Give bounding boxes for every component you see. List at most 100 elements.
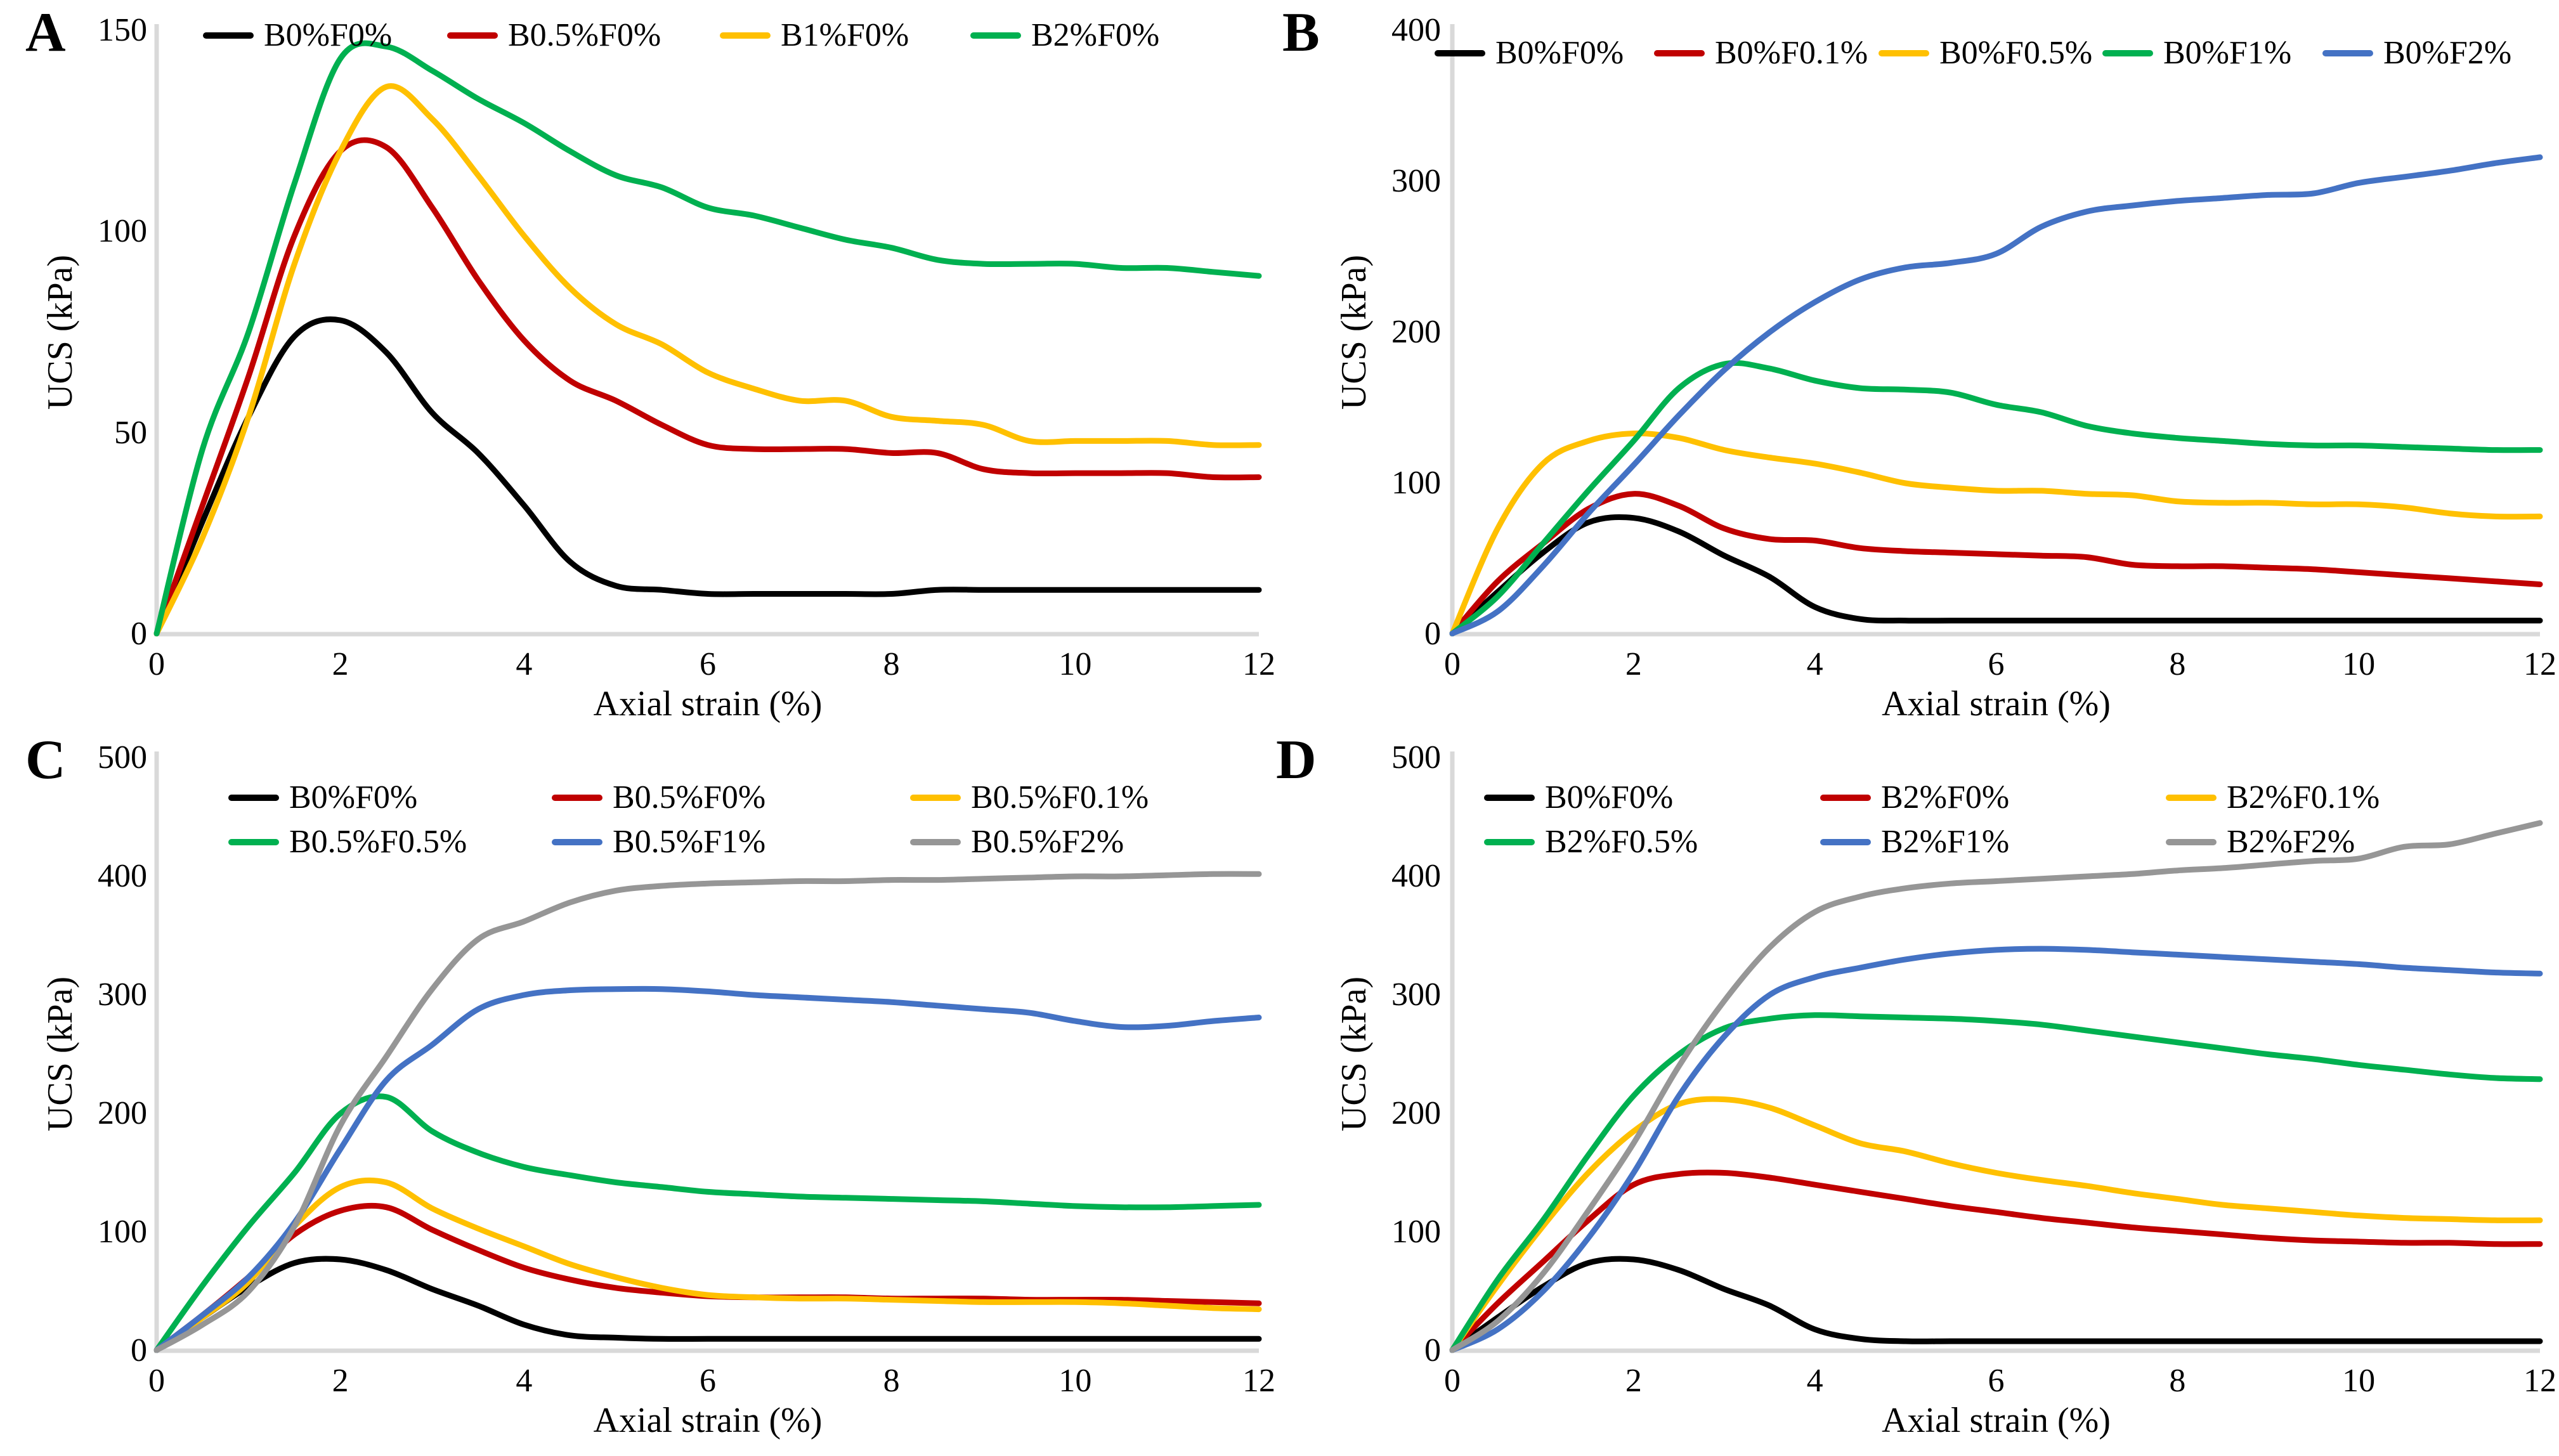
y-tick-label-300-panel-D: 300 (1391, 977, 1441, 1013)
legend-label-B2%F0%-panel-A: B2%F0% (1031, 17, 1160, 53)
series-line-B0.5%F0%-panel-C (153, 1202, 1262, 1353)
legend-item-B2%F0.5%-panel-D: B2%F0.5% (1484, 826, 1698, 859)
x-tick-label-6-panel-D: 6 (1988, 1363, 2005, 1399)
series-line-B0%F0.5%-panel-B (1449, 430, 2543, 637)
legend-swatch-B2%F0%-panel-A (970, 32, 1021, 39)
legend-label-B0.5%F0%-panel-A: B0.5%F0% (508, 17, 661, 53)
x-tick-label-2-panel-B: 2 (1625, 646, 1642, 682)
legend-item-B2%F1%-panel-D: B2%F1% (1820, 826, 2009, 859)
legend-label-B0%F1%-panel-B: B0%F1% (2163, 35, 2292, 71)
series-line-B0%F0%-panel-A (153, 316, 1262, 637)
series-line-B2%F0%-panel-A (153, 40, 1262, 637)
x-tick-label-10-panel-B: 10 (2342, 646, 2376, 682)
x-tick-label-8-panel-B: 8 (2169, 646, 2186, 682)
x-tick-label-10-panel-A: 10 (1058, 646, 1092, 682)
x-tick-label-2-panel-D: 2 (1625, 1363, 1642, 1399)
legend-item-B2%F0.1%-panel-D: B2%F0.1% (2166, 781, 2380, 814)
y-tick-label-0-panel-C: 0 (131, 1332, 147, 1368)
x-tick-label-8-panel-D: 8 (2169, 1363, 2186, 1399)
y-tick-label-100-panel-D: 100 (1391, 1214, 1441, 1250)
y-tick-label-0-panel-D: 0 (1424, 1332, 1441, 1368)
x-tick-label-2-panel-A: 2 (332, 646, 349, 682)
x-tick-label-0-panel-C: 0 (148, 1363, 165, 1399)
legend-item-B0%F2%-panel-B: B0%F2% (2322, 37, 2511, 70)
y-tick-label-200-panel-B: 200 (1391, 314, 1441, 350)
y-axis-title-panel-B: UCS (kPa) (1334, 254, 1374, 410)
legend-label-B2%F2%-panel-D: B2%F2% (2227, 824, 2355, 860)
legend-swatch-B2%F0.5%-panel-D (1484, 839, 1535, 845)
x-tick-label-4-panel-B: 4 (1806, 646, 1823, 682)
legend-item-B1%F0%-panel-A: B1%F0% (720, 19, 909, 52)
legend-swatch-B2%F0.1%-panel-D (2166, 795, 2217, 801)
legend-item-B0.5%F0.5%-panel-C: B0.5%F0.5% (228, 826, 467, 859)
legend-item-B0.5%F0%-panel-C: B0.5%F0% (552, 781, 765, 814)
y-tick-label-200-panel-D: 200 (1391, 1095, 1441, 1131)
x-tick-label-8-panel-C: 8 (883, 1363, 900, 1399)
x-axis-title-panel-A: Axial strain (%) (593, 684, 823, 724)
series-line-B0%F0%-panel-D (1449, 1256, 2543, 1353)
x-tick-label-12-panel-C: 12 (1242, 1363, 1275, 1399)
series-line-B0%F0%-panel-C (153, 1256, 1262, 1353)
legend-swatch-B0%F2%-panel-B (2322, 50, 2373, 56)
legend-item-B0.5%F0%-panel-A: B0.5%F0% (447, 19, 661, 52)
series-line-B0.5%F0.5%-panel-C (153, 1093, 1262, 1353)
x-tick-label-0-panel-A: 0 (148, 646, 165, 682)
legend-swatch-B0%F1%-panel-B (2102, 50, 2153, 56)
legend-swatch-B0%F0.1%-panel-B (1654, 50, 1705, 56)
y-tick-label-100-panel-B: 100 (1391, 465, 1441, 501)
y-tick-label-400-panel-B: 400 (1391, 12, 1441, 48)
legend-swatch-B0%F0%-panel-D (1484, 795, 1535, 801)
series-line-B0.5%F2%-panel-C (153, 871, 1262, 1353)
series-line-B0.5%F0%-panel-A (153, 137, 1262, 637)
x-tick-label-4-panel-A: 4 (516, 646, 533, 682)
legend-label-B0%F2%-panel-B: B0%F2% (2383, 35, 2512, 71)
x-axis-title-panel-C: Axial strain (%) (593, 1401, 823, 1440)
y-tick-label-0-panel-B: 0 (1424, 616, 1441, 652)
legend-label-B0%F0.1%-panel-B: B0%F0.1% (1715, 35, 1868, 71)
legend-item-B0%F0%-panel-A: B0%F0% (203, 19, 392, 52)
legend-item-B0.5%F0.1%-panel-C: B0.5%F0.1% (910, 781, 1149, 814)
y-tick-label-300-panel-B: 300 (1391, 163, 1441, 199)
y-axis-title-panel-A: UCS (kPa) (41, 254, 80, 410)
y-axis-title-panel-C: UCS (kPa) (41, 976, 80, 1132)
legend-swatch-B0%F0.5%-panel-B (1879, 50, 1929, 56)
x-tick-label-0-panel-D: 0 (1444, 1363, 1461, 1399)
legend-swatch-B0%F0%-panel-A (203, 32, 254, 39)
legend-swatch-B0.5%F1%-panel-C (552, 839, 602, 845)
series-line-B0%F0.1%-panel-B (1449, 491, 2543, 637)
legend-label-B2%F1%-panel-D: B2%F1% (1881, 824, 2010, 860)
x-tick-label-8-panel-A: 8 (883, 646, 900, 682)
series-line-B1%F0%-panel-A (153, 83, 1262, 637)
x-tick-label-12-panel-D: 12 (2523, 1363, 2556, 1399)
y-tick-label-400-panel-C: 400 (98, 858, 147, 894)
legend-item-B0%F0%-panel-B: B0%F0% (1435, 37, 1624, 70)
y-tick-label-150-panel-A: 150 (98, 12, 147, 48)
y-tick-label-500-panel-C: 500 (98, 739, 147, 776)
legend-label-B0%F0%-panel-B: B0%F0% (1495, 35, 1624, 71)
x-tick-label-4-panel-D: 4 (1806, 1363, 1823, 1399)
legend-item-B2%F0%-panel-D: B2%F0% (1820, 781, 2009, 814)
legend-item-B0%F0%-panel-D: B0%F0% (1484, 781, 1673, 814)
panel-letter-A: A (25, 2, 66, 63)
y-tick-label-400-panel-D: 400 (1391, 858, 1441, 894)
legend-label-B0.5%F0.5%-panel-C: B0.5%F0.5% (289, 824, 467, 860)
legend-label-B0.5%F2%-panel-C: B0.5%F2% (971, 824, 1124, 860)
panel-letter-D: D (1276, 729, 1317, 791)
legend-swatch-B2%F1%-panel-D (1820, 839, 1871, 845)
series-line-B2%F1%-panel-D (1449, 946, 2543, 1353)
series-line-B2%F0.5%-panel-D (1449, 1012, 2543, 1353)
legend-label-B0%F0%-panel-D: B0%F0% (1545, 779, 1674, 816)
x-tick-label-10-panel-D: 10 (2342, 1363, 2376, 1399)
x-tick-label-12-panel-B: 12 (2523, 646, 2556, 682)
legend-swatch-B0.5%F0.5%-panel-C (228, 839, 279, 845)
legend-swatch-B0.5%F0.1%-panel-C (910, 795, 961, 801)
legend-swatch-B0.5%F0%-panel-A (447, 32, 498, 39)
legend-swatch-B2%F0%-panel-D (1820, 795, 1871, 801)
legend-swatch-B2%F2%-panel-D (2166, 839, 2217, 845)
y-tick-label-100-panel-A: 100 (98, 213, 147, 250)
panel-letter-B: B (1282, 2, 1320, 63)
legend-label-B2%F0.5%-panel-D: B2%F0.5% (1545, 824, 1698, 860)
legend-item-B2%F2%-panel-D: B2%F2% (2166, 826, 2355, 859)
y-tick-label-500-panel-D: 500 (1391, 739, 1441, 776)
